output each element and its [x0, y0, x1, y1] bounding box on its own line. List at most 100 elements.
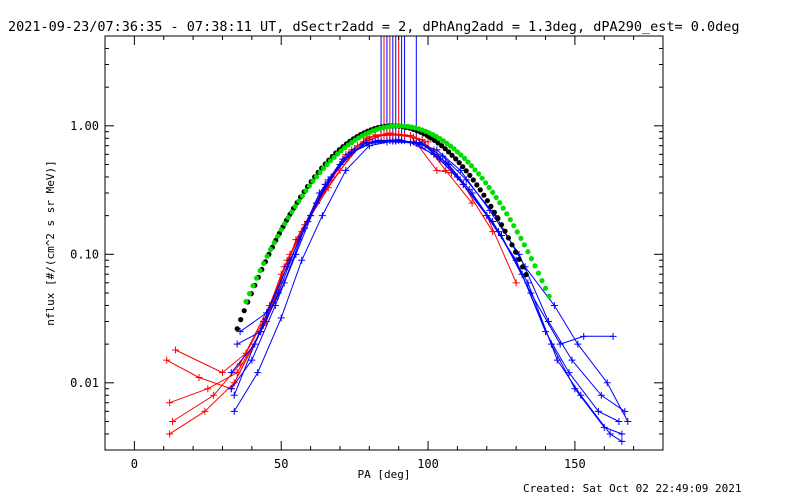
green-fit-point — [532, 263, 538, 269]
x-tick-label: 150 — [564, 457, 586, 471]
blue-point — [286, 256, 294, 264]
green-fit-point — [335, 151, 341, 157]
red-point — [377, 132, 385, 140]
black-fit-point — [513, 249, 519, 255]
blue-series-line-5 — [233, 139, 623, 442]
blue-point — [615, 417, 623, 425]
black-fit-point — [495, 215, 501, 221]
red-point — [468, 199, 476, 207]
red-point — [442, 166, 450, 174]
green-fit-point — [243, 299, 249, 305]
blue-point — [468, 189, 476, 197]
y-tick-label: 0.01 — [70, 376, 99, 390]
blue-point — [342, 166, 350, 174]
blue-series-line-2 — [233, 140, 623, 435]
blue-point — [462, 176, 470, 184]
green-fit-point — [299, 193, 305, 199]
blue-point — [568, 356, 576, 364]
green-fit-point — [338, 148, 344, 154]
blue-point — [318, 212, 326, 220]
x-tick-label: 0 — [131, 457, 138, 471]
black-fit-point — [453, 156, 459, 162]
red-point — [166, 399, 174, 407]
green-fit-point — [490, 189, 496, 195]
red-point — [169, 417, 177, 425]
red-point — [512, 279, 520, 287]
green-fit-point — [268, 246, 274, 252]
green-fit-point — [476, 171, 482, 177]
blue-point — [618, 437, 626, 445]
blue-point — [606, 430, 614, 438]
green-fit-point — [306, 183, 312, 189]
plot-frame — [104, 35, 664, 451]
green-fit-point — [246, 291, 253, 297]
green-fit-point — [500, 205, 506, 211]
green-fit-point — [261, 260, 267, 266]
green-fit-point — [483, 180, 489, 186]
green-fit-point — [285, 215, 291, 221]
green-fit-point — [458, 152, 464, 158]
green-fit-point — [535, 270, 542, 276]
blue-point — [421, 142, 429, 150]
green-fit-point — [461, 155, 468, 161]
blue-point — [556, 340, 564, 348]
black-fit-point — [460, 164, 466, 170]
green-fit-point — [313, 174, 320, 180]
plot-area — [163, 36, 632, 445]
green-fit-point — [525, 249, 531, 255]
green-fit-point — [257, 268, 263, 274]
x-tick-label: 50 — [274, 457, 288, 471]
black-fit-point — [234, 326, 240, 332]
red-point — [401, 131, 409, 139]
green-fit-point — [521, 242, 528, 248]
green-fit-point — [292, 203, 298, 209]
blue-point — [580, 332, 588, 340]
blue-point — [230, 407, 238, 415]
black-fit-point — [474, 182, 480, 188]
black-fit-point — [435, 140, 441, 146]
green-fit-point — [444, 140, 450, 146]
x-axis-label: PA [deg] — [358, 468, 411, 481]
green-fit-point — [320, 165, 327, 171]
green-fit-point — [539, 278, 545, 284]
red-point — [433, 166, 441, 174]
black-fit-point — [463, 168, 469, 174]
black-fit-point — [449, 152, 455, 158]
green-fit-point — [303, 188, 309, 194]
red-point — [489, 228, 497, 236]
blue-point — [233, 340, 241, 348]
black-fit-point — [467, 172, 473, 178]
black-fit-point — [442, 146, 448, 152]
green-fit-point — [451, 146, 457, 152]
x-tick-label: 100 — [417, 457, 439, 471]
blue-point — [597, 391, 605, 399]
blue-point — [395, 136, 403, 144]
black-fit-point — [502, 228, 508, 234]
blue-point — [280, 279, 288, 287]
black-fit-point — [241, 308, 247, 314]
green-fit-point — [504, 211, 510, 217]
y-axis-label: nflux [#/(cm^2 s sr MeV)] — [44, 160, 57, 326]
black-fit-point — [505, 235, 512, 241]
green-fit-point — [546, 293, 552, 299]
black-fit-point — [498, 222, 505, 228]
red-point — [218, 369, 226, 377]
blue-point — [527, 289, 535, 297]
blue-point — [298, 256, 306, 264]
green-fit-point — [275, 233, 281, 239]
created-timestamp: Created: Sat Oct 02 22:49:09 2021 — [523, 482, 742, 495]
black-fit-point — [446, 149, 452, 155]
green-fit-point — [493, 194, 499, 201]
blue-point — [263, 309, 271, 317]
green-fit-point — [514, 229, 520, 235]
black-fit-point — [484, 198, 490, 204]
red-series-line-4 — [175, 133, 452, 374]
black-fit-point — [523, 272, 529, 278]
green-fit-point — [454, 149, 460, 155]
axes: 0 50 100 150 1.00 0.10 0.01 — [70, 35, 664, 471]
green-fit-point — [271, 240, 277, 246]
blue-point — [277, 314, 285, 322]
black-fit-point — [470, 177, 476, 183]
green-fit-point — [542, 285, 549, 291]
green-fit-point — [310, 178, 316, 184]
